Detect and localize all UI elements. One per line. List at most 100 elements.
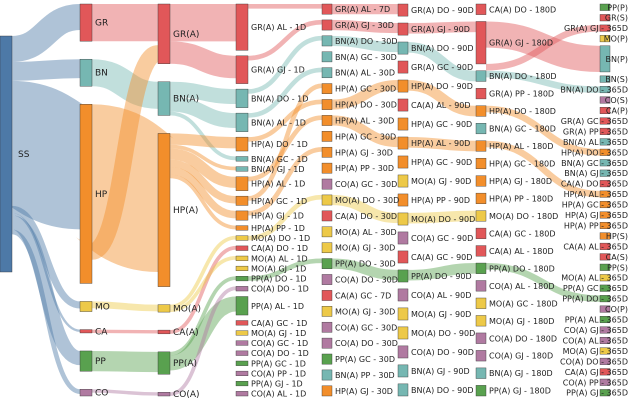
sankey-node	[321, 83, 333, 94]
sankey-link	[169, 235, 237, 309]
sankey-node-label: CO(A) GJ - 365D	[564, 326, 628, 335]
sankey-node	[599, 253, 611, 261]
sankey-node-label: HP(A) GC - 365D	[562, 201, 628, 210]
sankey-link	[91, 59, 159, 109]
sankey-node-label: HP(A) GJ - 30D	[335, 148, 393, 157]
sankey-link	[91, 301, 159, 312]
sankey-node-label: GR(A) DO - 90D	[411, 6, 474, 15]
sankey-node-label: HP(A) AL - 30D	[335, 116, 394, 125]
sankey-node-label: GR(A) GJ - 90D	[411, 25, 470, 34]
sankey-node	[321, 337, 333, 349]
sankey-node	[397, 41, 409, 55]
sankey-link	[169, 245, 237, 334]
sankey-node	[321, 258, 333, 269]
sankey-node-label: MO	[95, 303, 110, 313]
sankey-node-label: BN(A)	[173, 95, 199, 105]
sankey-node-label: CO(A) PP - 365D	[563, 378, 628, 387]
sankey-node	[321, 290, 333, 301]
sankey-node-label: GR(A) GC - 90D	[411, 63, 473, 72]
sankey-link	[169, 256, 237, 313]
sankey-node	[599, 389, 611, 397]
sankey-node	[599, 86, 611, 94]
sankey-node-label: MO(A) AL - 1D	[251, 254, 308, 263]
links-layer	[4, 3, 601, 397]
sankey-node	[235, 360, 249, 366]
sankey-node	[599, 169, 611, 177]
sankey-node-label: HP(S)	[606, 232, 628, 241]
sankey-node-label: GR(A) GC - 365D	[561, 117, 628, 126]
sankey-node	[599, 14, 611, 22]
sankey-node-label: GR(A) PP - 180D	[489, 90, 554, 99]
sankey-node-label: GR(A) GJ - 180D	[489, 39, 553, 48]
sankey-node-label: CA(A) DO - 30D	[335, 212, 397, 221]
sankey-node	[321, 306, 333, 317]
sankey-node-label: HP(A) GJ - 365D	[565, 211, 628, 220]
sankey-node-label: HP(A) AL - 1D	[251, 180, 305, 189]
sankey-node	[397, 60, 409, 74]
sankey-node-label: MO(A) DO - 90D	[411, 329, 475, 338]
sankey-node	[235, 255, 249, 261]
sankey-link	[247, 99, 323, 142]
sankey-node	[235, 210, 249, 221]
sankey-node-label: HP(A) AL - 365D	[564, 190, 628, 199]
sankey-node	[475, 175, 487, 187]
sankey-link	[331, 194, 399, 224]
sankey-node	[397, 174, 409, 188]
sankey-node-label: BN(A) PP - 30D	[335, 371, 395, 380]
sankey-node	[397, 22, 409, 36]
labels-layer: SS GR BN HP MO CA PP CO GR(A) BN(A) HP(A) MO(A) CA(A…	[18, 3, 628, 400]
sankey-node	[599, 148, 611, 156]
sankey-node	[321, 3, 333, 15]
sankey-node	[79, 329, 93, 334]
sankey-link	[169, 148, 237, 188]
sankey-node	[599, 284, 611, 292]
sankey-node	[79, 389, 93, 397]
sankey-node-label: CO(A) PP - 1D	[251, 369, 306, 378]
sankey-node	[475, 280, 487, 292]
sankey-node-label: HP(A) DO - 1D	[251, 140, 308, 149]
sankey-link	[485, 21, 601, 72]
sankey-node-label: GR(A) GJ - 365D	[564, 24, 628, 33]
sankey-node	[321, 369, 333, 381]
sankey-node-label: PP(A) GJ - 1D	[251, 380, 303, 389]
sankey-link	[91, 389, 159, 396]
sankey-node-label: CO(P)	[605, 305, 628, 314]
sankey-node-label: HP(A) GC - 180D	[489, 159, 555, 168]
sankey-node-label: CO(A) AL - 1D	[251, 390, 306, 399]
sankey-node	[235, 381, 249, 387]
sankey-node	[599, 316, 611, 324]
sankey-node-label: CA(A) GC - 180D	[489, 229, 556, 238]
sankey-node-label: MO(A) DO - 180D	[489, 212, 558, 221]
sankey-node	[475, 332, 487, 344]
sankey-link	[485, 105, 601, 156]
sankey-node	[157, 304, 171, 313]
sankey-node	[599, 75, 611, 83]
sankey-node	[397, 345, 409, 359]
sankey-node	[321, 115, 333, 126]
sankey-node	[235, 156, 249, 162]
sankey-node	[475, 88, 487, 100]
sankey-node-label: CA(A) GC - 90D	[411, 253, 472, 262]
sankey-node-label: HP(A) AL - 180D	[489, 142, 553, 151]
sankey-node	[475, 3, 487, 15]
sankey-node-label: CO(A) GC - 1D	[251, 339, 308, 348]
sankey-node	[321, 19, 333, 31]
sankey-node	[235, 112, 249, 132]
sankey-link	[407, 263, 477, 281]
sankey-link	[247, 83, 323, 201]
sankey-node	[79, 58, 93, 87]
sankey-node	[599, 190, 611, 198]
sankey-node	[321, 146, 333, 158]
sankey-node-label: SS	[18, 150, 30, 160]
sankey-link	[169, 96, 237, 129]
sankey-node-label: MO(A) GJ - 1D	[251, 329, 306, 338]
sankey-node	[475, 105, 487, 117]
sankey-node-label: BN(A) GJ - 90D	[411, 367, 470, 376]
sankey-node-label: HP(A) DO - 180D	[489, 107, 556, 116]
sankey-node	[321, 99, 333, 110]
sankey-node-label: PP(A) DO - 90D	[411, 272, 472, 281]
nodes-layer	[0, 3, 611, 397]
sankey-node	[475, 262, 487, 274]
sankey-link	[247, 258, 323, 281]
sankey-node-label: CO	[95, 389, 108, 399]
